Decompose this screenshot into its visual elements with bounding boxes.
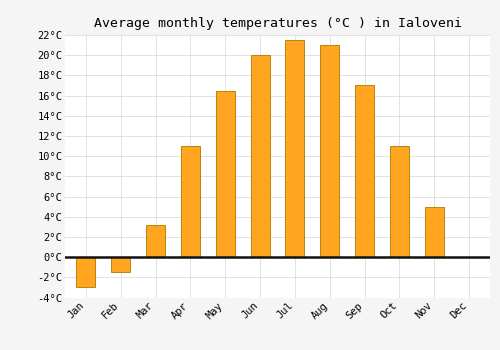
- Bar: [250, 55, 270, 257]
- Bar: [390, 146, 409, 257]
- Bar: [181, 146, 200, 257]
- Title: Average monthly temperatures (°C ) in Ialoveni: Average monthly temperatures (°C ) in Ia…: [94, 17, 462, 30]
- Bar: [76, 257, 96, 287]
- Bar: [424, 206, 444, 257]
- Bar: [216, 91, 235, 257]
- Bar: [146, 225, 165, 257]
- Bar: [320, 45, 340, 257]
- Bar: [286, 40, 304, 257]
- Bar: [111, 257, 130, 272]
- Bar: [355, 85, 374, 257]
